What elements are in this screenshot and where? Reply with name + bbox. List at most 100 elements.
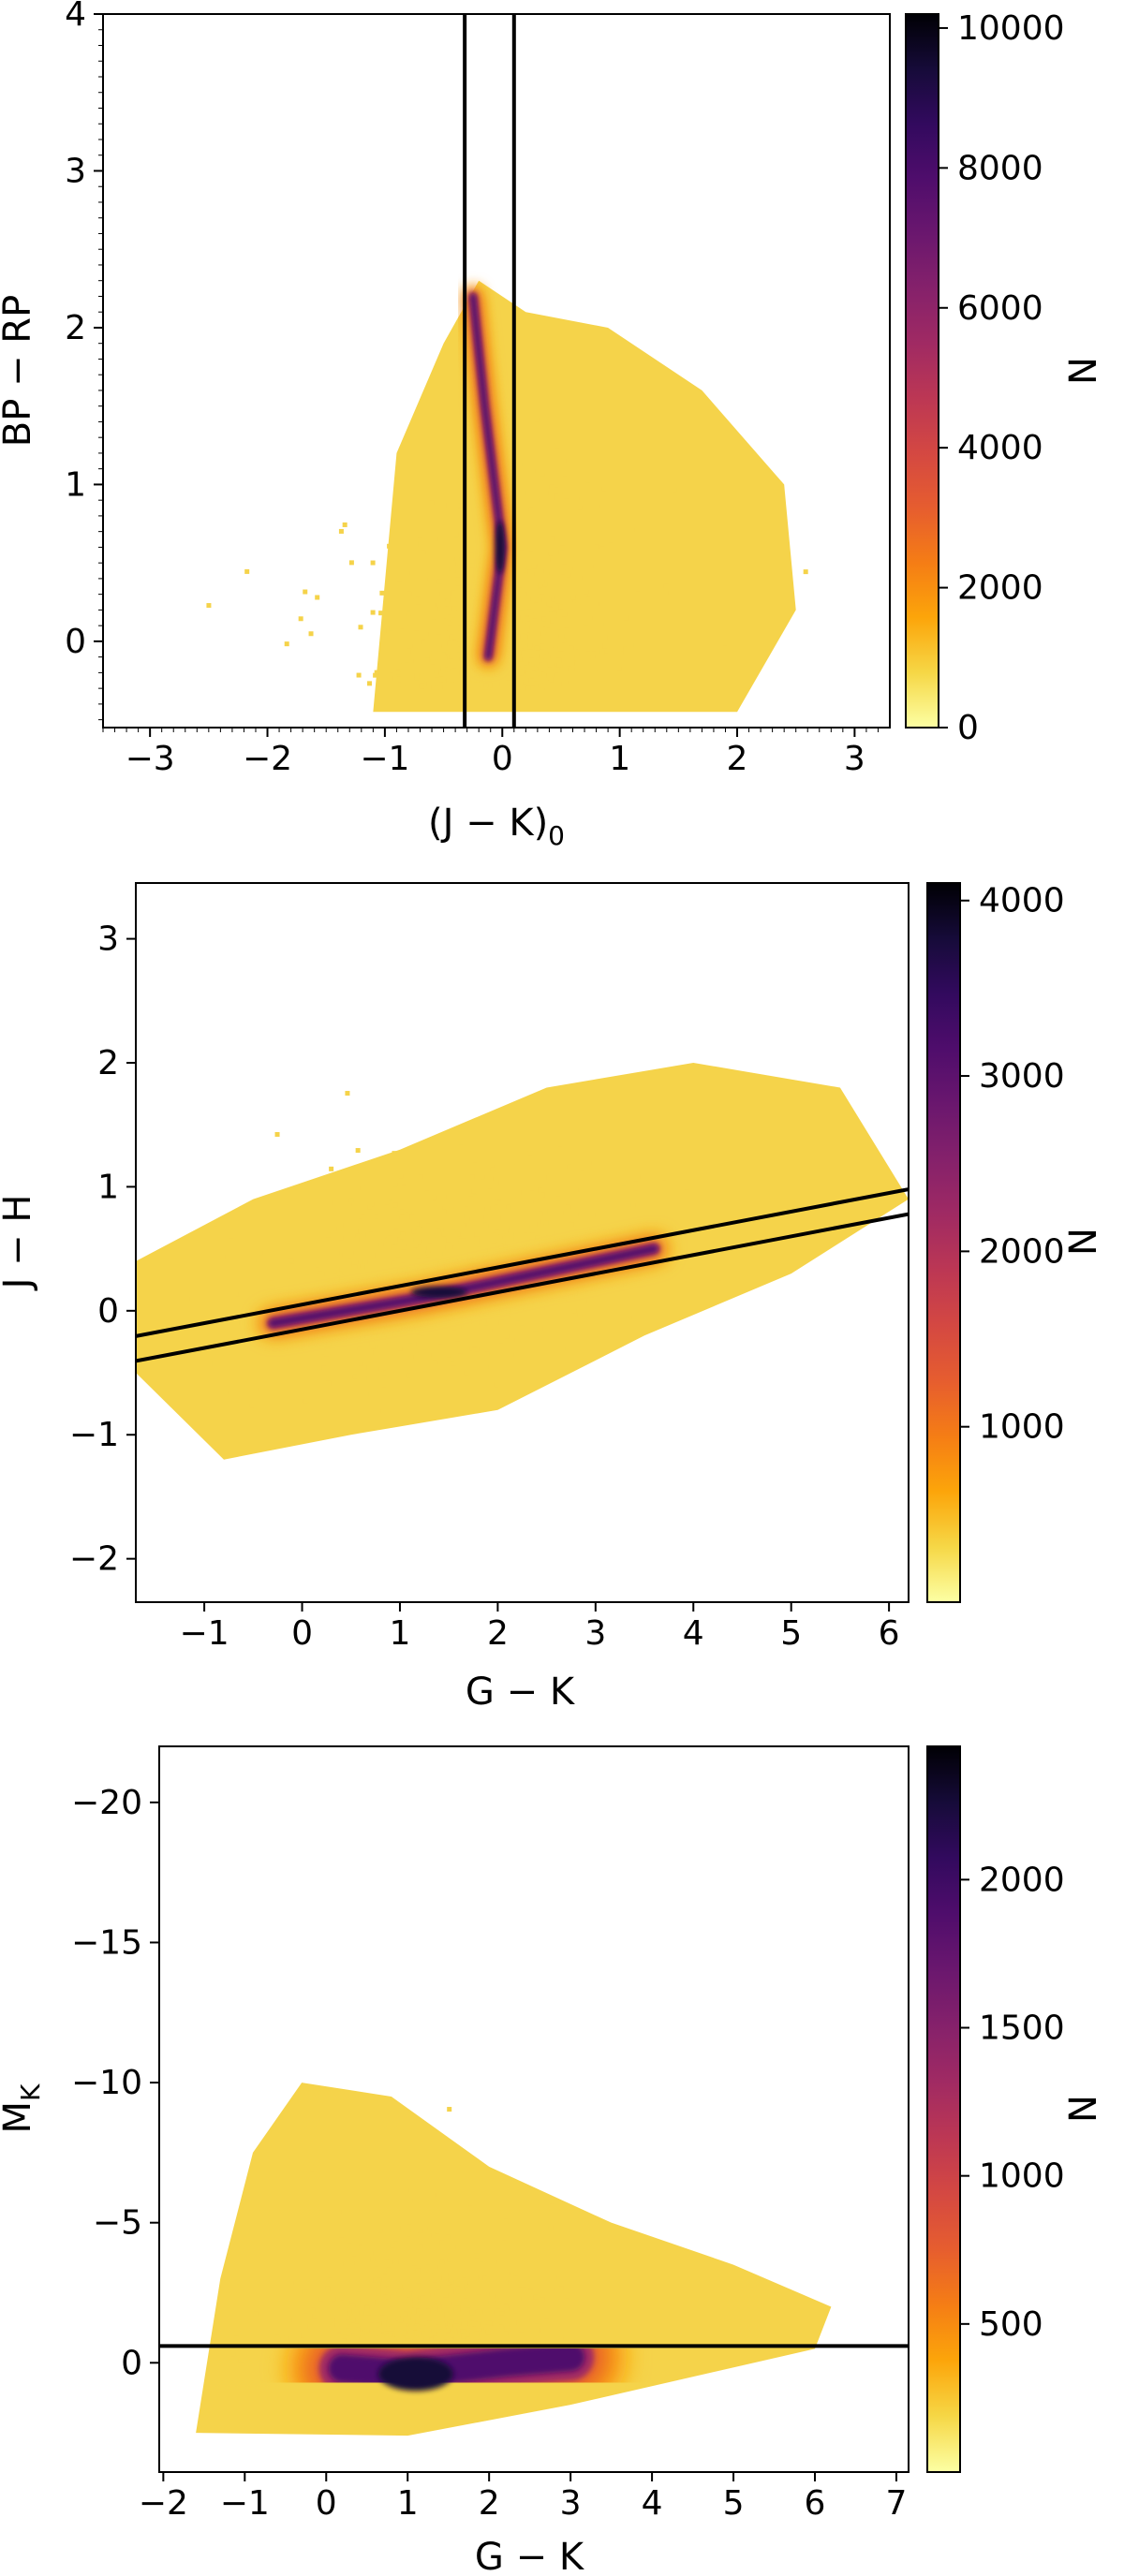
scatter-point <box>457 646 463 652</box>
scatter-point <box>390 2294 395 2300</box>
scatter-point <box>551 601 556 607</box>
panel-1: −3 −2 −1 0 1 2 3 0 1 2 3 4 (J − K)0 BP − RP 0 2000 4… <box>0 0 1105 851</box>
scatter-point <box>338 1235 344 1241</box>
scatter-point <box>526 1186 532 1192</box>
scatter-point <box>445 667 451 672</box>
scatter-point <box>512 1184 518 1189</box>
scatter-point <box>558 1340 564 1346</box>
scatter-point <box>520 592 525 597</box>
scatter-point <box>472 1265 478 1271</box>
scatter-point <box>304 1274 310 1280</box>
scatter-point <box>407 1211 412 1216</box>
scatter-point <box>395 1332 401 1337</box>
scatter-point <box>623 1170 629 1175</box>
scatter-point <box>413 658 419 664</box>
scatter-point <box>531 652 537 657</box>
scatter-point <box>321 1365 327 1371</box>
panel-2: −1 0 1 2 3 4 5 6 −2 −1 0 1 2 3 G − K J − H 1000 2000 3… <box>0 882 1105 1714</box>
scatter-point <box>661 1175 667 1181</box>
scatter-point <box>379 590 385 596</box>
scatter-point <box>420 1335 425 1341</box>
scatter-point <box>404 662 409 668</box>
scatter-point <box>449 1207 454 1213</box>
x-tick-label: 6 <box>879 1614 900 1653</box>
scatter-point <box>427 544 433 550</box>
scatter-point <box>535 1172 540 1178</box>
scatter-point <box>481 575 487 581</box>
panel-1-xlabel: (J − K)0 <box>428 802 565 851</box>
scatter-point <box>390 652 395 657</box>
scatter-point <box>400 2225 406 2230</box>
scatter-point <box>578 648 584 654</box>
scatter-point <box>399 1234 405 1240</box>
scatter-point <box>688 1263 693 1269</box>
scatter-point <box>319 2247 325 2253</box>
scatter-point <box>277 1357 283 1362</box>
scatter-point <box>527 2289 533 2294</box>
scatter-point <box>554 482 559 488</box>
scatter-point <box>516 1255 522 1260</box>
scatter-point <box>477 558 482 564</box>
scatter-point <box>503 1229 509 1234</box>
scatter-point <box>288 2280 294 2286</box>
scatter-point <box>401 681 407 686</box>
x-tick-label: 2 <box>727 740 748 778</box>
scatter-point <box>548 650 554 655</box>
scatter-point <box>497 1239 503 1244</box>
y-tick-label: −10 <box>71 2064 142 2102</box>
scatter-point <box>289 1263 295 1269</box>
scatter-point <box>339 1274 345 1280</box>
scatter-point <box>312 2313 318 2318</box>
scatter-point <box>490 1167 495 1172</box>
scatter-point <box>540 622 546 627</box>
scatter-point <box>517 493 523 499</box>
scatter-point <box>414 626 420 631</box>
scatter-point <box>350 2303 356 2308</box>
scatter-point <box>381 1387 387 1392</box>
scatter-point <box>448 2272 453 2277</box>
scatter-point <box>432 1272 437 1277</box>
scatter-point <box>362 1272 367 1277</box>
scatter-point <box>446 678 451 684</box>
scatter-point <box>376 2287 381 2292</box>
scatter-point <box>631 1196 637 1201</box>
scatter-point <box>480 1206 485 1212</box>
scatter-point <box>336 2209 342 2215</box>
scatter-point <box>405 1351 410 1357</box>
scatter-point <box>466 670 471 676</box>
scatter-point <box>334 1267 340 1273</box>
scatter-point <box>671 1226 676 1231</box>
scatter-point <box>453 637 459 642</box>
scatter-point <box>426 1245 432 1251</box>
scatter-point <box>534 1240 540 1245</box>
scatter-point <box>437 684 443 690</box>
scatter-point <box>420 673 425 679</box>
scatter-point <box>518 1306 524 1312</box>
scatter-point <box>333 1262 338 1268</box>
scatter-point <box>428 631 434 637</box>
scatter-point <box>393 1275 399 1281</box>
scatter-point <box>538 1187 543 1193</box>
scatter-point <box>513 1236 519 1242</box>
scatter-point <box>395 554 401 560</box>
panel-3: −2 −1 0 1 2 3 4 5 6 7 0−5−10−15−20 G − K MK 50010… <box>0 1745 1105 2576</box>
scatter-point <box>413 594 419 599</box>
scatter-point <box>382 2294 388 2300</box>
x-tick-label: −1 <box>220 2484 270 2523</box>
scatter-point <box>717 1280 722 1286</box>
scatter-point <box>660 662 666 668</box>
scatter-point <box>401 1180 407 1185</box>
panel-1-cut-lines <box>463 14 516 728</box>
scatter-point <box>466 2303 471 2308</box>
scatter-point <box>351 2251 357 2257</box>
scatter-point <box>584 1214 589 1219</box>
panel-1-x-axis: −3 −2 −1 0 1 2 3 <box>102 728 879 778</box>
scatter-point <box>594 544 599 550</box>
scatter-point <box>547 643 553 649</box>
scatter-point <box>578 499 584 505</box>
scatter-point <box>430 2308 436 2314</box>
scatter-point <box>493 1228 498 1233</box>
scatter-point <box>558 633 564 639</box>
scatter-point <box>304 1341 310 1347</box>
scatter-point <box>525 625 530 630</box>
